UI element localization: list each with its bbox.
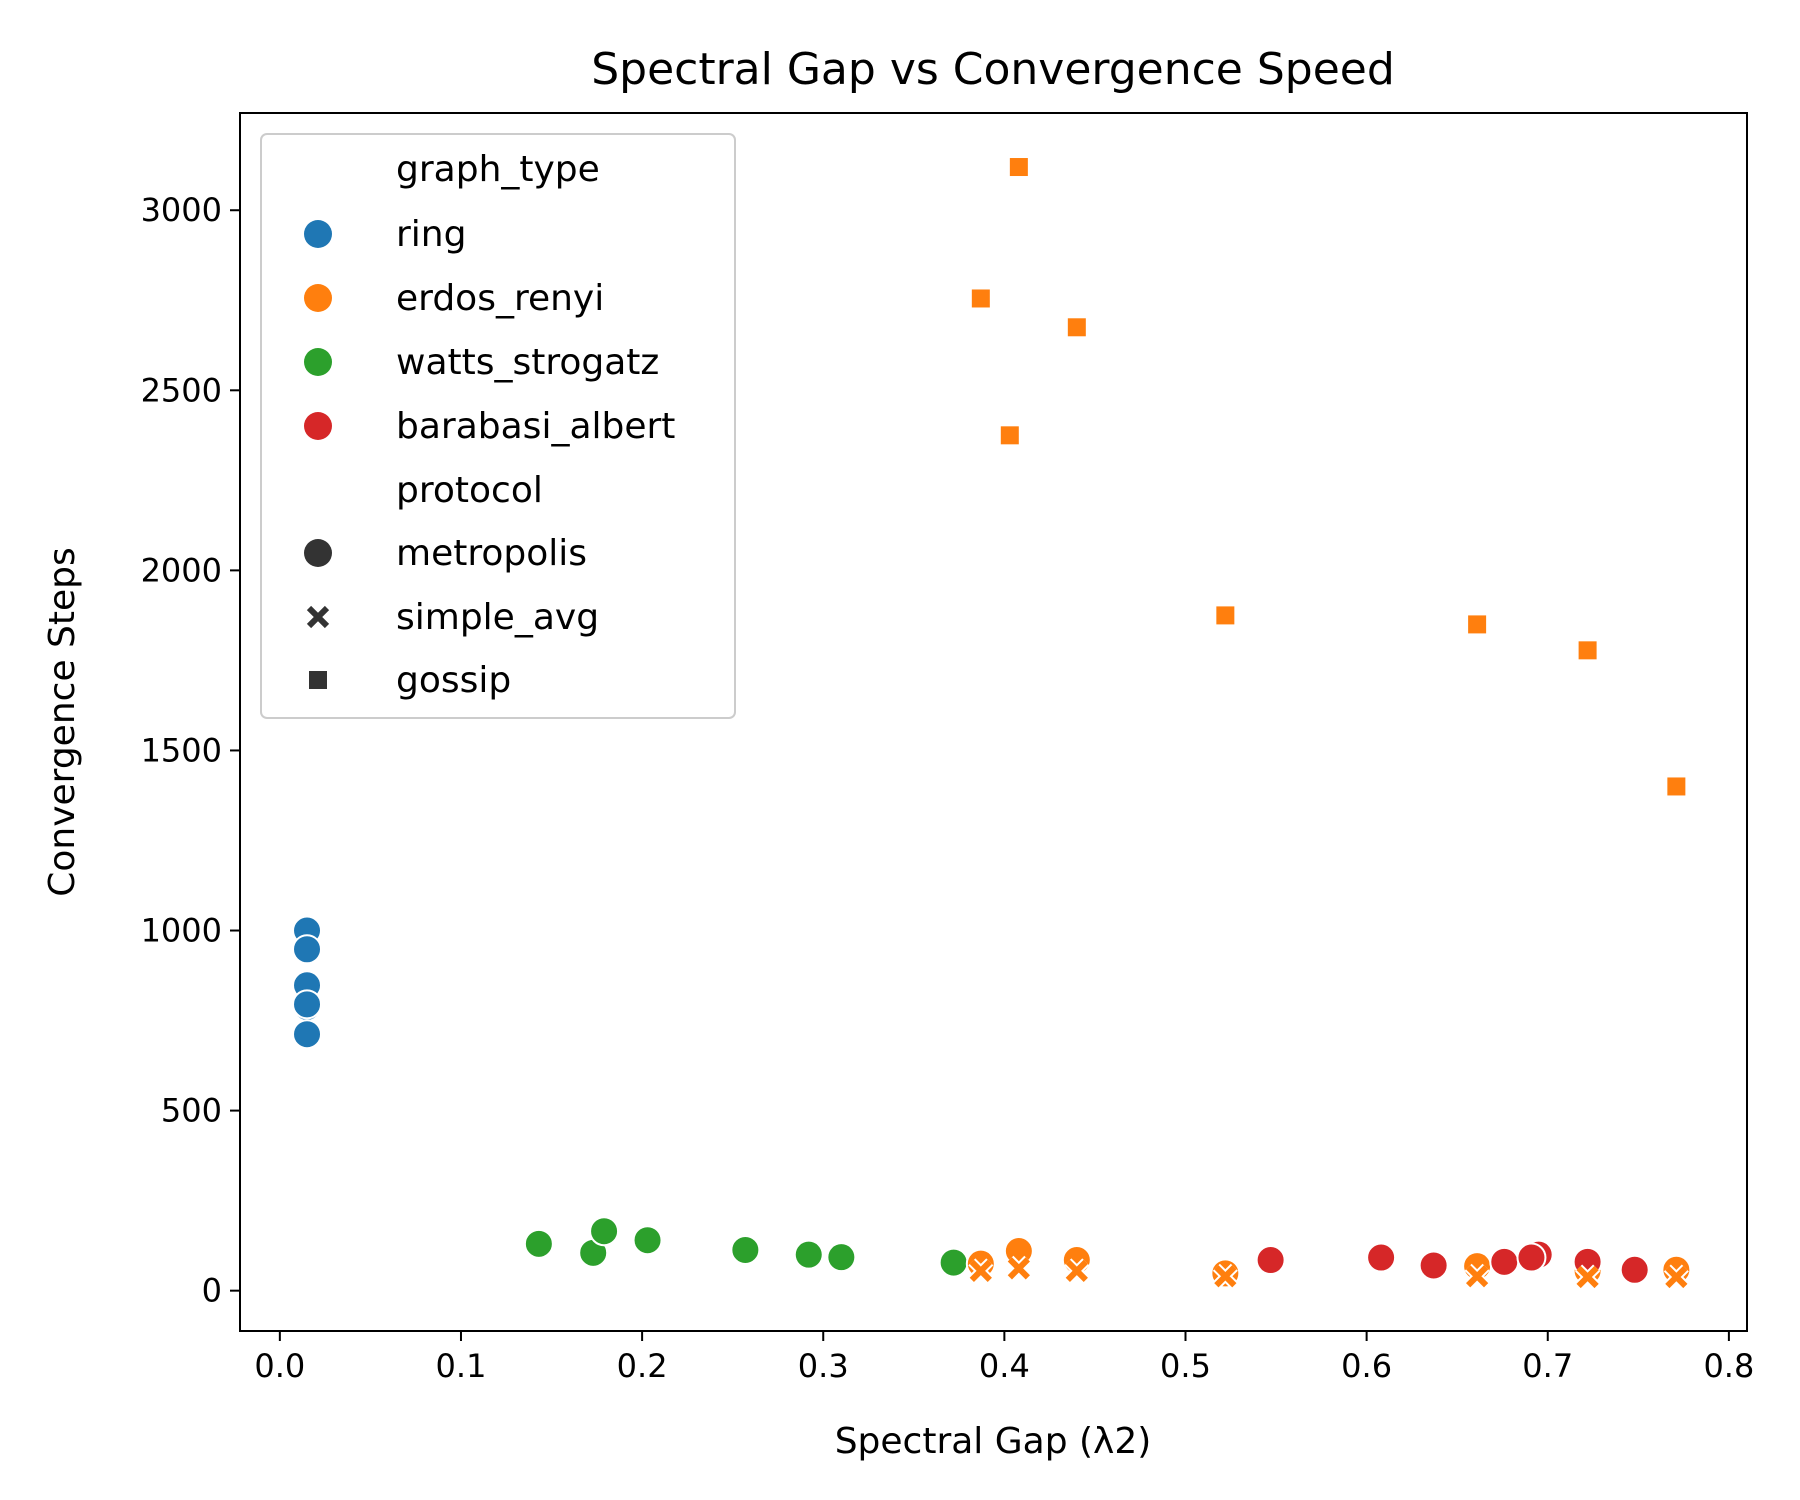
legend-box	[260, 133, 736, 719]
x-tick-label: 0.7	[1522, 1347, 1573, 1385]
y-tick-label: 1500	[141, 731, 222, 769]
legend-label-simple-avg: simple_avg	[396, 597, 599, 638]
point-watts-strogatz-metropolis	[938, 1247, 969, 1278]
legend-marker-simple-avg	[306, 605, 330, 629]
x-tick-label: 0.0	[254, 1347, 305, 1385]
point-barabasi-albert-metropolis	[1366, 1242, 1397, 1273]
point-barabasi-albert-metropolis	[1619, 1254, 1650, 1285]
x-tick-label: 0.8	[1703, 1347, 1754, 1385]
y-axis-label: Convergence Steps	[42, 547, 83, 897]
x-tick-label: 0.5	[1160, 1347, 1211, 1385]
point-barabasi-albert-metropolis	[1255, 1245, 1286, 1276]
legend-label-erdos-renyi: erdos_renyi	[396, 278, 604, 319]
chart-title: Spectral Gap vs Convergence Speed	[591, 44, 1395, 95]
point-erdos-renyi-gossip	[1216, 606, 1235, 625]
x-axis-ticks: 0.0 0.1 0.2 0.3 0.4 0.5 0.6 0.7 0.8	[254, 1331, 1754, 1385]
point-ring-metropolis	[292, 1019, 323, 1050]
y-tick-label: 1000	[141, 912, 222, 950]
point-erdos-renyi-simple-avg	[1006, 1255, 1032, 1281]
legend: graph_type ring erdos_renyi watts_stroga…	[260, 133, 736, 719]
y-tick-label: 500	[161, 1092, 222, 1130]
point-watts-strogatz-metropolis	[589, 1216, 620, 1247]
plot-frame	[239, 112, 1748, 1332]
x-tick-label: 0.3	[798, 1347, 849, 1385]
data-marks	[292, 158, 1692, 1290]
x-tick-label: 0.6	[1341, 1347, 1392, 1385]
y-tick-label: 2500	[141, 371, 222, 409]
point-erdos-renyi-simple-avg	[1212, 1263, 1238, 1289]
legend-label-gossip: gossip	[396, 660, 511, 701]
x-tick-label: 0.1	[436, 1347, 487, 1385]
x-axis-label: Spectral Gap (λ2)	[835, 1421, 1152, 1462]
point-watts-strogatz-metropolis	[523, 1228, 554, 1259]
point-watts-strogatz-metropolis	[826, 1242, 857, 1273]
legend-label-watts-strogatz: watts_strogatz	[396, 342, 659, 383]
legend-marker-gossip	[309, 671, 327, 689]
x-tick-label: 0.4	[979, 1347, 1030, 1385]
point-erdos-renyi-gossip	[1009, 158, 1028, 177]
point-erdos-renyi-simple-avg	[968, 1258, 994, 1284]
point-erdos-renyi-gossip	[1578, 641, 1597, 660]
point-ring-metropolis	[292, 989, 323, 1020]
y-axis-ticks: 0 500 1000 1500 2000 2500 3000	[141, 191, 240, 1310]
legend-marker-barabasi-albert	[304, 412, 332, 440]
point-erdos-renyi-simple-avg	[1663, 1264, 1689, 1290]
legend-label-barabasi-albert: barabasi_albert	[396, 406, 675, 447]
legend-title-graph-type: graph_type	[396, 149, 600, 190]
point-ring-metropolis	[292, 934, 323, 965]
x-tick-label: 0.2	[617, 1347, 668, 1385]
point-watts-strogatz-metropolis	[632, 1225, 663, 1256]
legend-marker-watts-strogatz	[304, 348, 332, 376]
point-erdos-renyi-simple-avg	[1064, 1258, 1090, 1284]
point-barabasi-albert-metropolis	[1489, 1246, 1520, 1277]
point-erdos-renyi-gossip	[1667, 777, 1686, 796]
legend-marker-ring	[304, 220, 332, 248]
y-tick-label: 0	[202, 1272, 222, 1310]
legend-label-ring: ring	[396, 214, 466, 255]
point-watts-strogatz-metropolis	[730, 1234, 761, 1265]
legend-title-protocol: protocol	[396, 470, 543, 511]
legend-marker-erdos-renyi	[304, 284, 332, 312]
point-erdos-renyi-simple-avg	[1575, 1264, 1601, 1290]
point-erdos-renyi-gossip	[971, 289, 990, 308]
point-erdos-renyi-simple-avg	[1464, 1263, 1490, 1289]
point-barabasi-albert-metropolis	[1516, 1242, 1547, 1273]
point-erdos-renyi-gossip	[1468, 615, 1487, 634]
legend-marker-metropolis	[304, 539, 332, 567]
y-tick-label: 2000	[141, 551, 222, 589]
point-erdos-renyi-gossip	[1000, 426, 1019, 445]
point-watts-strogatz-metropolis	[793, 1239, 824, 1270]
y-tick-label: 3000	[141, 191, 222, 229]
legend-label-metropolis: metropolis	[396, 533, 587, 574]
point-barabasi-albert-metropolis	[1418, 1250, 1449, 1281]
point-erdos-renyi-gossip	[1067, 318, 1086, 337]
